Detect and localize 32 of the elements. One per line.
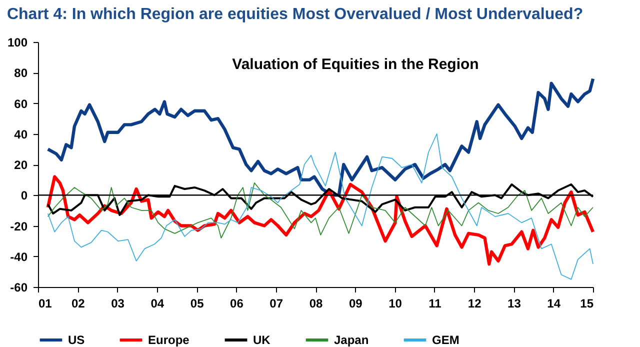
y-tick-label: -40 xyxy=(10,250,28,264)
x-tick-label: 10 xyxy=(388,296,402,310)
x-tick-label: 08 xyxy=(309,296,323,310)
legend-label: Japan xyxy=(334,333,369,347)
legend-label: UK xyxy=(253,333,271,347)
y-tick-label: 100 xyxy=(7,36,28,50)
y-tick-label: -20 xyxy=(10,219,28,234)
y-tick-label: 80 xyxy=(14,66,28,80)
y-tick-label: -60 xyxy=(10,280,28,294)
y-tick-label: 20 xyxy=(14,158,28,172)
x-tick-label: 03 xyxy=(111,296,125,310)
x-tick-label: 15 xyxy=(580,296,594,310)
annotation: Valuation of Equities in the Region xyxy=(232,56,479,73)
x-tick-label: 05 xyxy=(190,296,204,310)
x-tick-label: 12 xyxy=(468,296,482,310)
y-tick-label: 60 xyxy=(14,96,28,111)
legend-label: Europe xyxy=(148,333,190,347)
line-series xyxy=(46,77,595,197)
x-tick-label: 07 xyxy=(270,296,284,310)
y-tick-label: 0 xyxy=(20,188,28,203)
x-tick-label: 01 xyxy=(38,296,52,310)
chart-title: Chart 4: In which Region are equities Most Overvalued / Most Undervalued? xyxy=(6,6,584,23)
legend-label: GEM xyxy=(432,333,460,347)
x-tick-label: 11 xyxy=(428,296,442,310)
x-tick-label: 13 xyxy=(508,296,522,310)
x-tick-label: 09 xyxy=(348,296,363,310)
x-tick-label: 06 xyxy=(230,296,244,310)
x-tick-label: 02 xyxy=(71,296,86,310)
x-tick-label: 14 xyxy=(547,296,561,310)
x-tick-label: 04 xyxy=(150,296,164,310)
legend-label: US xyxy=(68,333,85,347)
y-tick-label: 40 xyxy=(14,127,28,142)
